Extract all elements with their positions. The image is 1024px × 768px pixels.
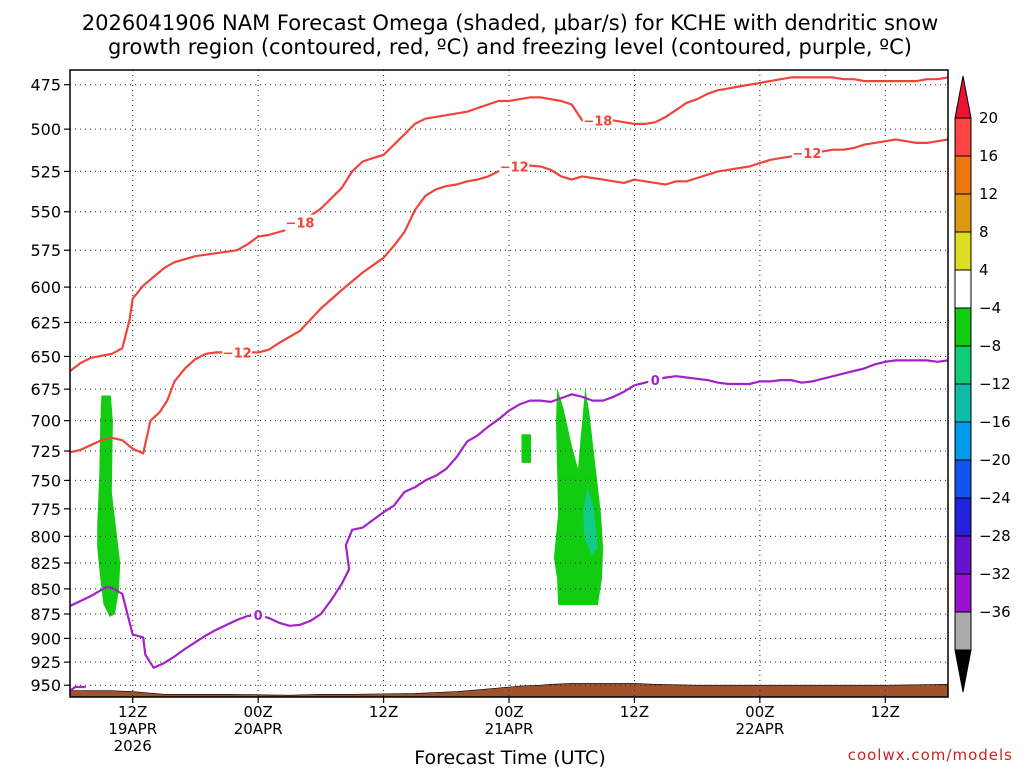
colorbar-segment: [954, 155, 972, 195]
x-tick-label: 20APR: [234, 720, 283, 738]
contour-label: −12: [223, 346, 252, 361]
y-tick-label: 600: [30, 278, 61, 297]
y-tick-label: 675: [30, 380, 61, 399]
x-tick-label: 12Z: [118, 703, 147, 721]
contour-zero-freezing: [70, 359, 948, 669]
colorbar-segment: [954, 269, 972, 309]
y-tick-label: 800: [30, 527, 61, 546]
y-tick-label: 925: [30, 653, 61, 672]
x-tick-label: 00Z: [494, 703, 523, 721]
y-tick-label: 875: [30, 605, 61, 624]
omega-region-small: [521, 434, 531, 463]
colorbar-segment: [954, 231, 972, 271]
chart-title-line-1: 2026041906 NAM Forecast Omega (shaded, μ…: [82, 11, 939, 35]
omega-region-late-core: [583, 486, 598, 556]
x-tick-label: 12Z: [369, 703, 398, 721]
colorbar-label: 4: [979, 261, 989, 279]
colorbar-segment: [954, 117, 972, 157]
colorbar-segment: [954, 307, 972, 347]
y-tick-label: 775: [30, 500, 61, 519]
contour-label: −18: [583, 114, 612, 129]
y-tick-label: 525: [30, 162, 61, 181]
y-tick-label: 550: [30, 203, 61, 222]
contour-label-bg: [284, 214, 315, 231]
contour-label: 0: [651, 374, 660, 389]
contour-label-bg: [251, 606, 266, 623]
colorbar: 20 16 12 8 4 −4 −8 −12 −16 −20 −24 −28 −32 −36: [954, 75, 1011, 693]
plot-area: −12 −12 −12 −18 −18 0 0: [70, 70, 948, 697]
contour-label-bg: [499, 158, 530, 175]
colorbar-label: −36: [979, 603, 1011, 621]
contour-label: −18: [285, 217, 314, 232]
x-tick-label: 00Z: [745, 703, 774, 721]
x-tick-label: 12Z: [871, 703, 900, 721]
x-tick-label: 12Z: [620, 703, 649, 721]
y-tick-label: 500: [30, 120, 61, 139]
y-tick-label: 700: [30, 412, 61, 431]
contour-zero-surface-fragment: [70, 685, 86, 692]
colorbar-segment: [954, 459, 972, 499]
axes: 475 500 525 550 575 600 625 650 675 700 725 750 775 8…: [30, 69, 949, 755]
omega-region-early: [97, 395, 121, 617]
x-axis-label: Forecast Time (UTC): [414, 747, 605, 768]
colorbar-label: −8: [979, 337, 1001, 355]
colorbar-label: −12: [979, 375, 1011, 393]
colorbar-segment: [954, 193, 972, 233]
chart-title-line-2: growth region (contoured, red, ºC) and f…: [108, 35, 912, 59]
colorbar-label: 20: [979, 109, 998, 127]
colorbar-label: 12: [979, 185, 998, 203]
contour-minus18: [70, 76, 948, 372]
contour-minus12-lower: [70, 138, 948, 455]
contour-label: −12: [500, 160, 529, 175]
contour-label-bg: [648, 372, 663, 389]
x-tick-label: 2026: [114, 737, 152, 755]
colorbar-label: −4: [979, 299, 1001, 317]
colorbar-segment: [954, 535, 972, 575]
y-tick-label: 850: [30, 580, 61, 599]
x-tick-label: 21APR: [485, 720, 534, 738]
x-tick-label: 19APR: [108, 720, 157, 738]
contour-label: −12: [792, 147, 821, 162]
colorbar-segment: [954, 497, 972, 537]
colorbar-label: −20: [979, 451, 1011, 469]
colorbar-segment: [954, 573, 972, 613]
y-tick-label: 575: [30, 241, 61, 260]
y-tick-label: 950: [30, 676, 61, 695]
y-tick-label: 625: [30, 313, 61, 332]
colorbar-label: −16: [979, 413, 1011, 431]
colorbar-label: −32: [979, 565, 1011, 583]
colorbar-segment: [954, 421, 972, 461]
credit-text: coolwx.com/models: [848, 746, 1013, 764]
contour-label-bg: [791, 145, 822, 162]
x-tick-label: 22APR: [735, 720, 784, 738]
plot-content: −12 −12 −12 −18 −18 0 0: [70, 70, 948, 697]
colorbar-label: 8: [979, 223, 989, 241]
x-tick-label: 00Z: [243, 703, 272, 721]
y-tick-label: 475: [30, 76, 61, 95]
contour-label: 0: [254, 609, 263, 624]
colorbar-segment: [954, 345, 972, 385]
y-tick-label: 650: [30, 347, 61, 366]
y-tick-label: 725: [30, 442, 61, 461]
contour-label-bg: [582, 112, 613, 129]
y-tick-label: 750: [30, 471, 61, 490]
colorbar-label: −28: [979, 527, 1011, 545]
colorbar-label: 16: [979, 147, 998, 165]
colorbar-bottom-arrow: [954, 649, 972, 693]
colorbar-label: −24: [979, 489, 1011, 507]
contour-label-bg: [222, 344, 253, 361]
colorbar-segment: [954, 611, 972, 651]
colorbar-segment: [954, 383, 972, 423]
y-tick-label: 825: [30, 554, 61, 573]
colorbar-top-arrow: [954, 75, 972, 119]
y-tick-label: 900: [30, 629, 61, 648]
